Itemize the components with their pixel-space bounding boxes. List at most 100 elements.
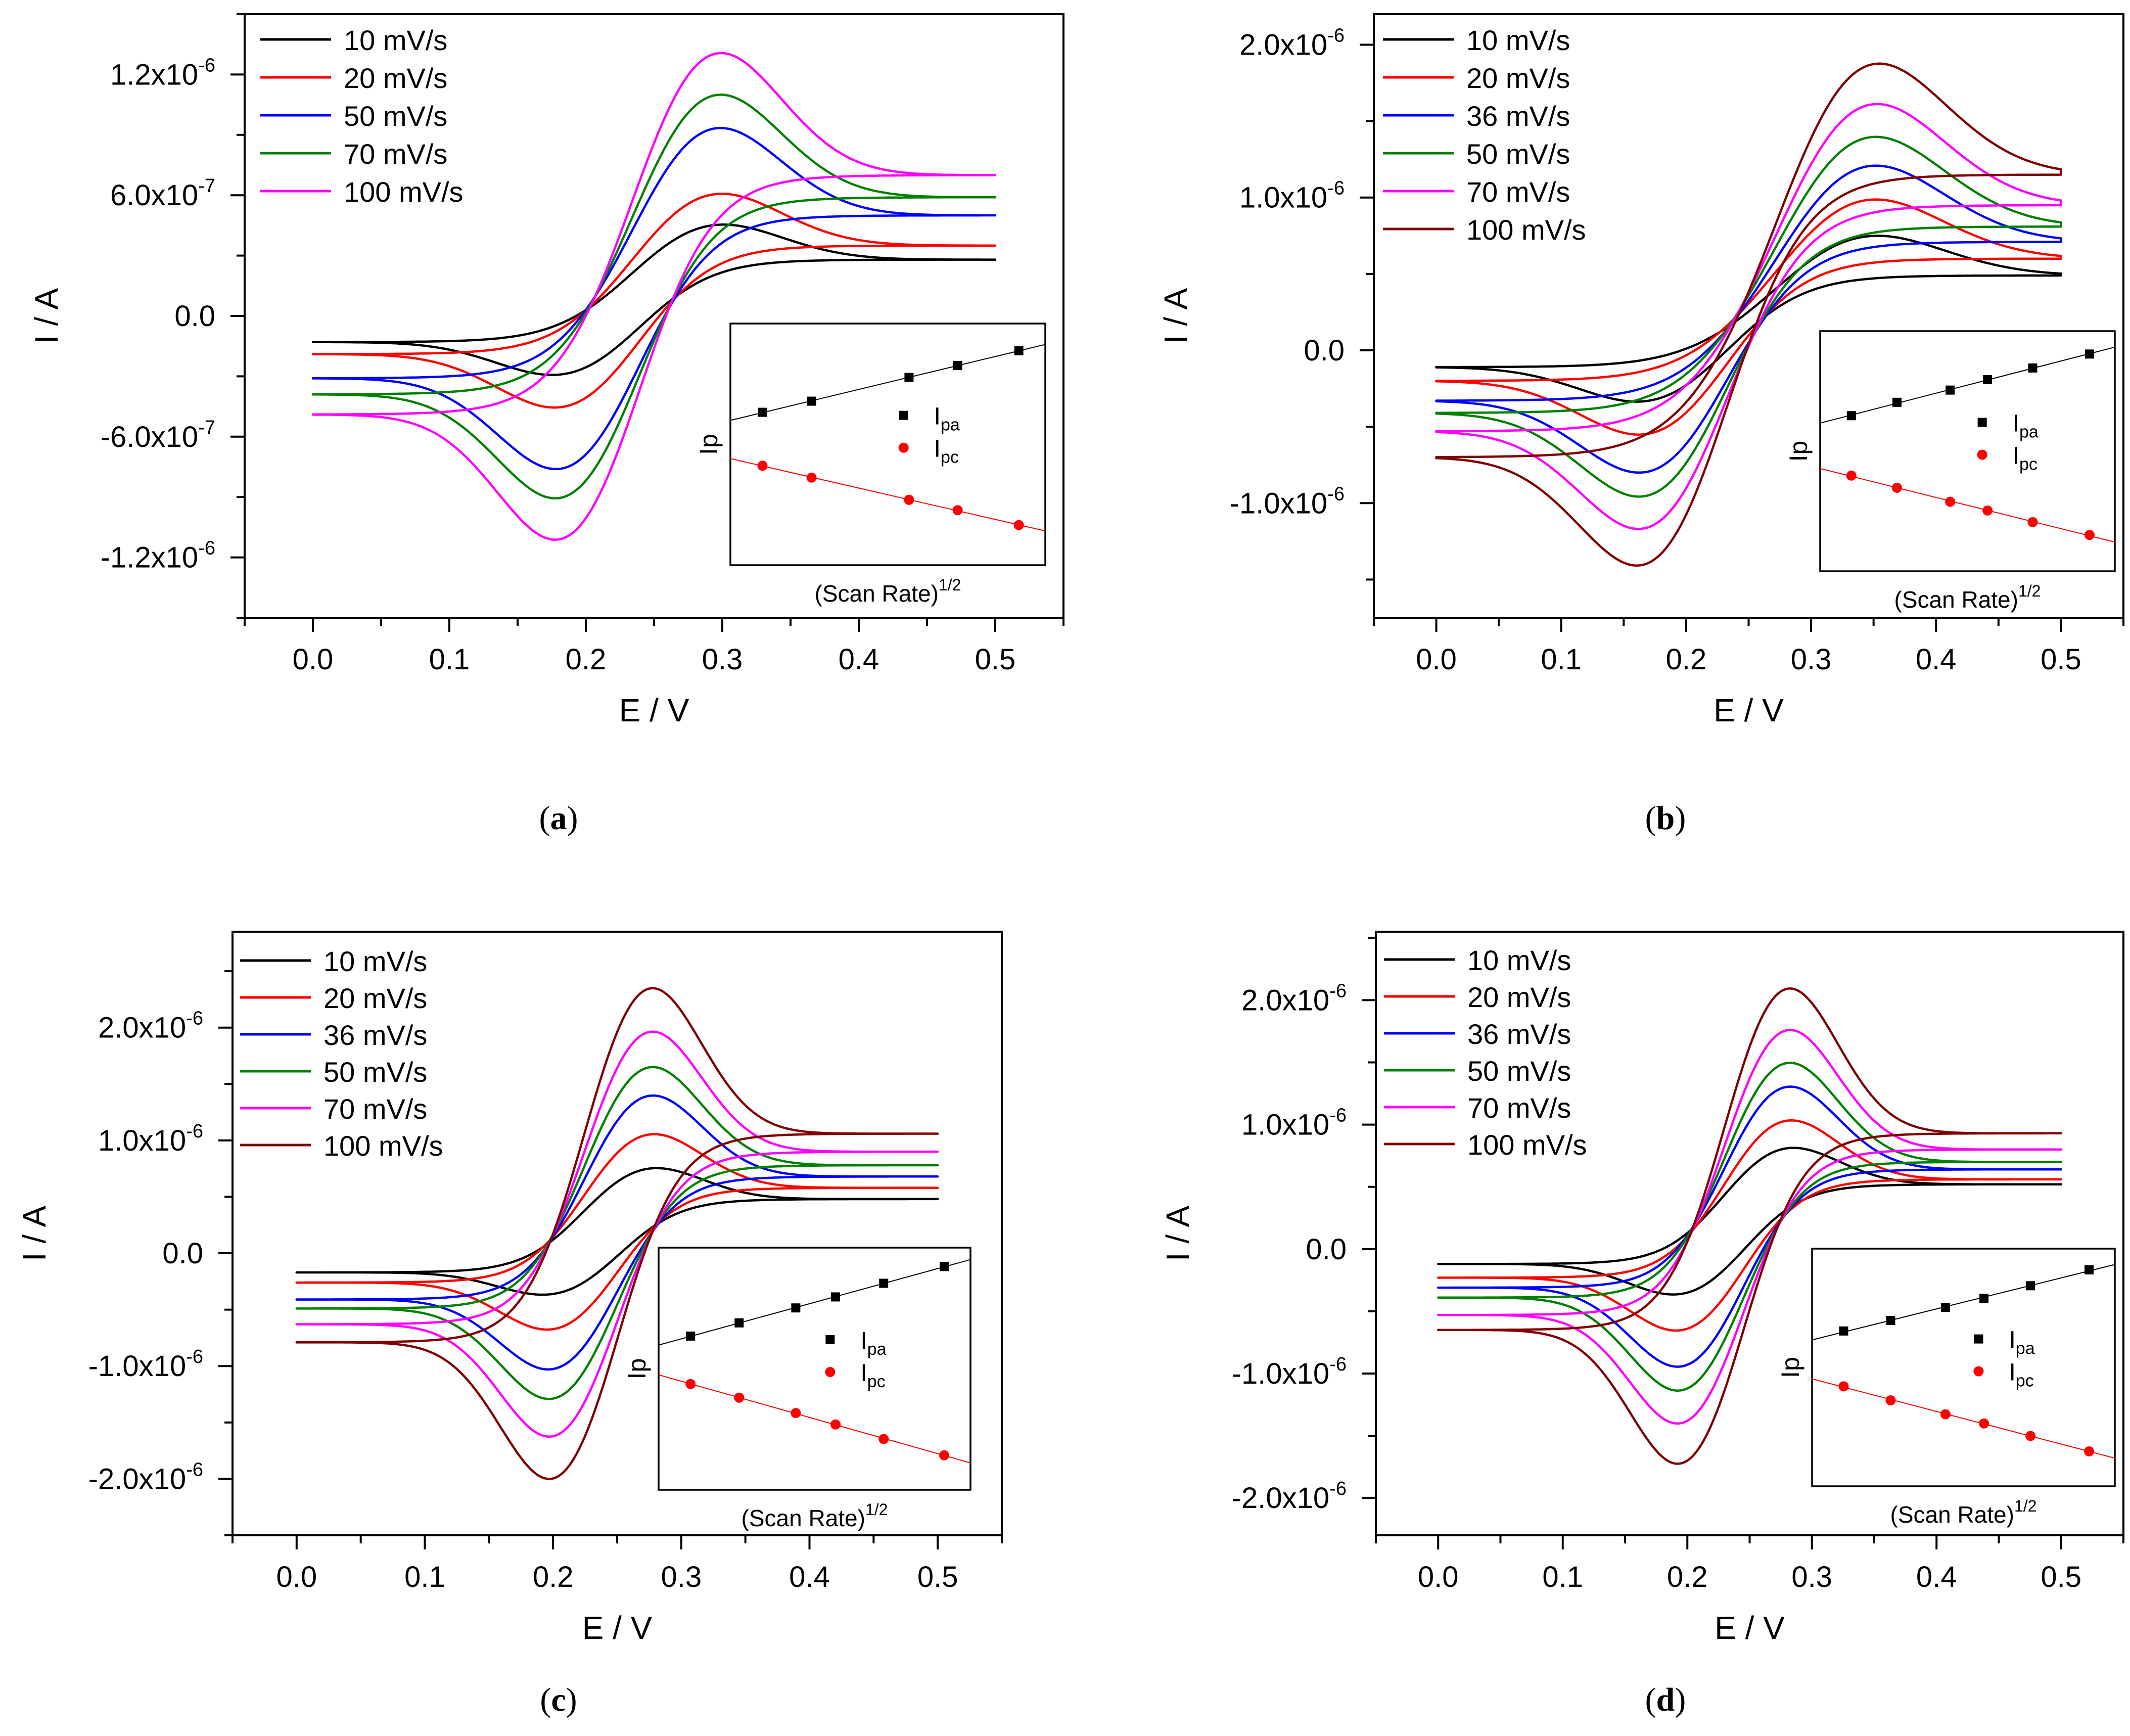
y-tick-label: 0.0 bbox=[174, 300, 215, 333]
legend-label: 20 mV/s bbox=[1467, 981, 1571, 1013]
x-tick-label: 0.5 bbox=[2041, 1561, 2081, 1593]
y-tick-exponent: -6 bbox=[198, 55, 215, 76]
inset-x-label-main: (Scan Rate) bbox=[815, 580, 939, 607]
inset-ipa-marker bbox=[1839, 1326, 1848, 1336]
y-tick-label: 2.0x10-6 bbox=[98, 1008, 203, 1044]
legend-label: 10 mV/s bbox=[323, 945, 427, 977]
x-tick-label: 0.0 bbox=[293, 643, 334, 676]
panel-caption-letter: b bbox=[1656, 800, 1675, 837]
x-tick-label: 0.4 bbox=[839, 643, 879, 676]
x-tick-label: 0.3 bbox=[702, 643, 743, 676]
y-axis-label: I / A bbox=[16, 1206, 53, 1262]
y-tick-exponent: -6 bbox=[1329, 1478, 1347, 1499]
inset-legend-ipa: Ipa bbox=[860, 1328, 886, 1359]
inset-legend-sub: pa bbox=[2019, 423, 2039, 442]
inset-x-label: (Scan Rate)1/2 bbox=[1890, 1497, 2037, 1528]
y-tick-mantissa: -1.0x10 bbox=[1232, 1357, 1329, 1390]
inset-fit-line bbox=[1812, 1378, 2115, 1459]
cv-panel-d: 0.0 0.1 0.2 0.3 0.4 0.5E / V2.0x10-61.0x10-60… bbox=[1160, 931, 2124, 1718]
y-tick-mantissa: -1.0x10 bbox=[1230, 487, 1327, 520]
inset-x-label-sup: 1/2 bbox=[2018, 582, 2041, 600]
y-tick-mantissa: 1.0x10 bbox=[98, 1124, 186, 1157]
cv-curve bbox=[295, 1094, 939, 1371]
legend-label: 70 mV/s bbox=[1466, 176, 1570, 208]
inset-legend-sub: pc bbox=[867, 1372, 886, 1391]
cv-curve bbox=[311, 94, 997, 500]
cv-curve bbox=[1437, 1147, 2063, 1296]
inset-ipc-marker bbox=[1838, 1381, 1849, 1392]
cv-curve bbox=[1437, 1119, 2063, 1332]
y-axis-label: I / A bbox=[1160, 1206, 1196, 1262]
inset-fit-line bbox=[1820, 346, 2115, 424]
y-tick-exponent: -7 bbox=[198, 175, 215, 197]
inset-legend-circle-icon bbox=[1977, 449, 1987, 460]
y-axis-label: I / A bbox=[28, 288, 65, 344]
x-tick-label: 0.4 bbox=[789, 1561, 830, 1593]
inset-frame bbox=[658, 1247, 971, 1491]
inset-ipc-marker bbox=[1982, 505, 1993, 516]
inset-legend-ipc: Ipc bbox=[2013, 443, 2038, 474]
x-tick-label: 0.2 bbox=[1667, 1561, 1708, 1593]
inset-legend-sub: pa bbox=[2016, 1339, 2035, 1358]
inset-legend-ipa: Ipa bbox=[2009, 1327, 2034, 1358]
inset-ipa-marker bbox=[1014, 346, 1024, 355]
y-tick-label: 1.0x10-6 bbox=[1241, 1105, 1347, 1141]
y-tick-exponent: -6 bbox=[1329, 1105, 1347, 1126]
inset-legend-main: I bbox=[2009, 1327, 2015, 1354]
inset-x-label: (Scan Rate)1/2 bbox=[815, 576, 961, 607]
legend-label: 50 mV/s bbox=[1466, 138, 1570, 170]
inset-ipa-marker bbox=[758, 407, 767, 417]
inset-ipa-marker bbox=[953, 361, 962, 371]
inset-x-label-sup: 1/2 bbox=[2014, 1497, 2036, 1515]
inset-legend-main: I bbox=[2009, 1359, 2015, 1386]
cv-curve bbox=[295, 1030, 939, 1438]
x-axis-label: E / V bbox=[1715, 1610, 1785, 1646]
inset-fit-line bbox=[730, 344, 1045, 421]
inset-ipa-marker bbox=[904, 373, 914, 382]
legend-label: 50 mV/s bbox=[1467, 1055, 1571, 1087]
legend-label: 100 mV/s bbox=[323, 1130, 443, 1162]
y-tick-mantissa: 2.0x10 bbox=[1239, 28, 1327, 61]
legend-label: 70 mV/s bbox=[1467, 1092, 1571, 1124]
x-tick-label: 0.0 bbox=[276, 1561, 317, 1593]
inset-ipc-marker bbox=[791, 1408, 801, 1419]
x-tick-label: 0.1 bbox=[1542, 1561, 1583, 1593]
inset-legend-square-icon bbox=[1977, 418, 1987, 427]
inset-legend-ipc: Ipc bbox=[860, 1360, 885, 1391]
inset-ipc-marker bbox=[878, 1434, 889, 1444]
legend-label: 36 mV/s bbox=[323, 1019, 427, 1051]
inset-y-label: Ip bbox=[1784, 441, 1813, 462]
inset-legend-ipc: Ipc bbox=[2009, 1359, 2033, 1391]
panel-caption: (c) bbox=[540, 1681, 577, 1718]
cv-curve bbox=[1435, 164, 2062, 474]
inset-ipa-marker bbox=[807, 396, 816, 406]
inset-x-label-sup: 1/2 bbox=[939, 576, 961, 594]
inset-frame bbox=[729, 323, 1046, 566]
inset-ipc-marker bbox=[1013, 520, 1024, 530]
inset-fit-line bbox=[1820, 468, 2115, 543]
x-tick-label: 0.1 bbox=[429, 643, 470, 676]
x-axis-label: E / V bbox=[1714, 692, 1784, 728]
curve-group bbox=[1437, 987, 2063, 1465]
inset-ipa-marker bbox=[1979, 1294, 1989, 1303]
inset-ipc-marker bbox=[1945, 496, 1956, 507]
y-tick-mantissa: 6.0x10 bbox=[110, 179, 198, 212]
inset-ipc-marker bbox=[2027, 517, 2038, 527]
y-tick-mantissa: 0.0 bbox=[174, 300, 215, 333]
inset-fit-group bbox=[1820, 346, 2115, 543]
inset-ipc-marker bbox=[685, 1379, 696, 1389]
x-tick-label: 0.5 bbox=[975, 643, 1016, 676]
legend-label: 20 mV/s bbox=[1466, 62, 1570, 94]
inset-legend-square-icon bbox=[1974, 1334, 1983, 1344]
x-tick-label: 0.0 bbox=[1416, 643, 1457, 676]
inset-legend-sub: pa bbox=[867, 1340, 887, 1359]
legend-label: 20 mV/s bbox=[323, 982, 427, 1014]
inset-x-label: (Scan Rate)1/2 bbox=[742, 1500, 888, 1531]
y-tick-label: 0.0 bbox=[1304, 334, 1345, 367]
legend-label: 70 mV/s bbox=[323, 1093, 427, 1125]
y-tick-mantissa: -1.2x10 bbox=[101, 541, 198, 574]
inset-x-label-main: (Scan Rate) bbox=[742, 1505, 865, 1531]
inset-ipc-marker bbox=[2025, 1431, 2036, 1441]
